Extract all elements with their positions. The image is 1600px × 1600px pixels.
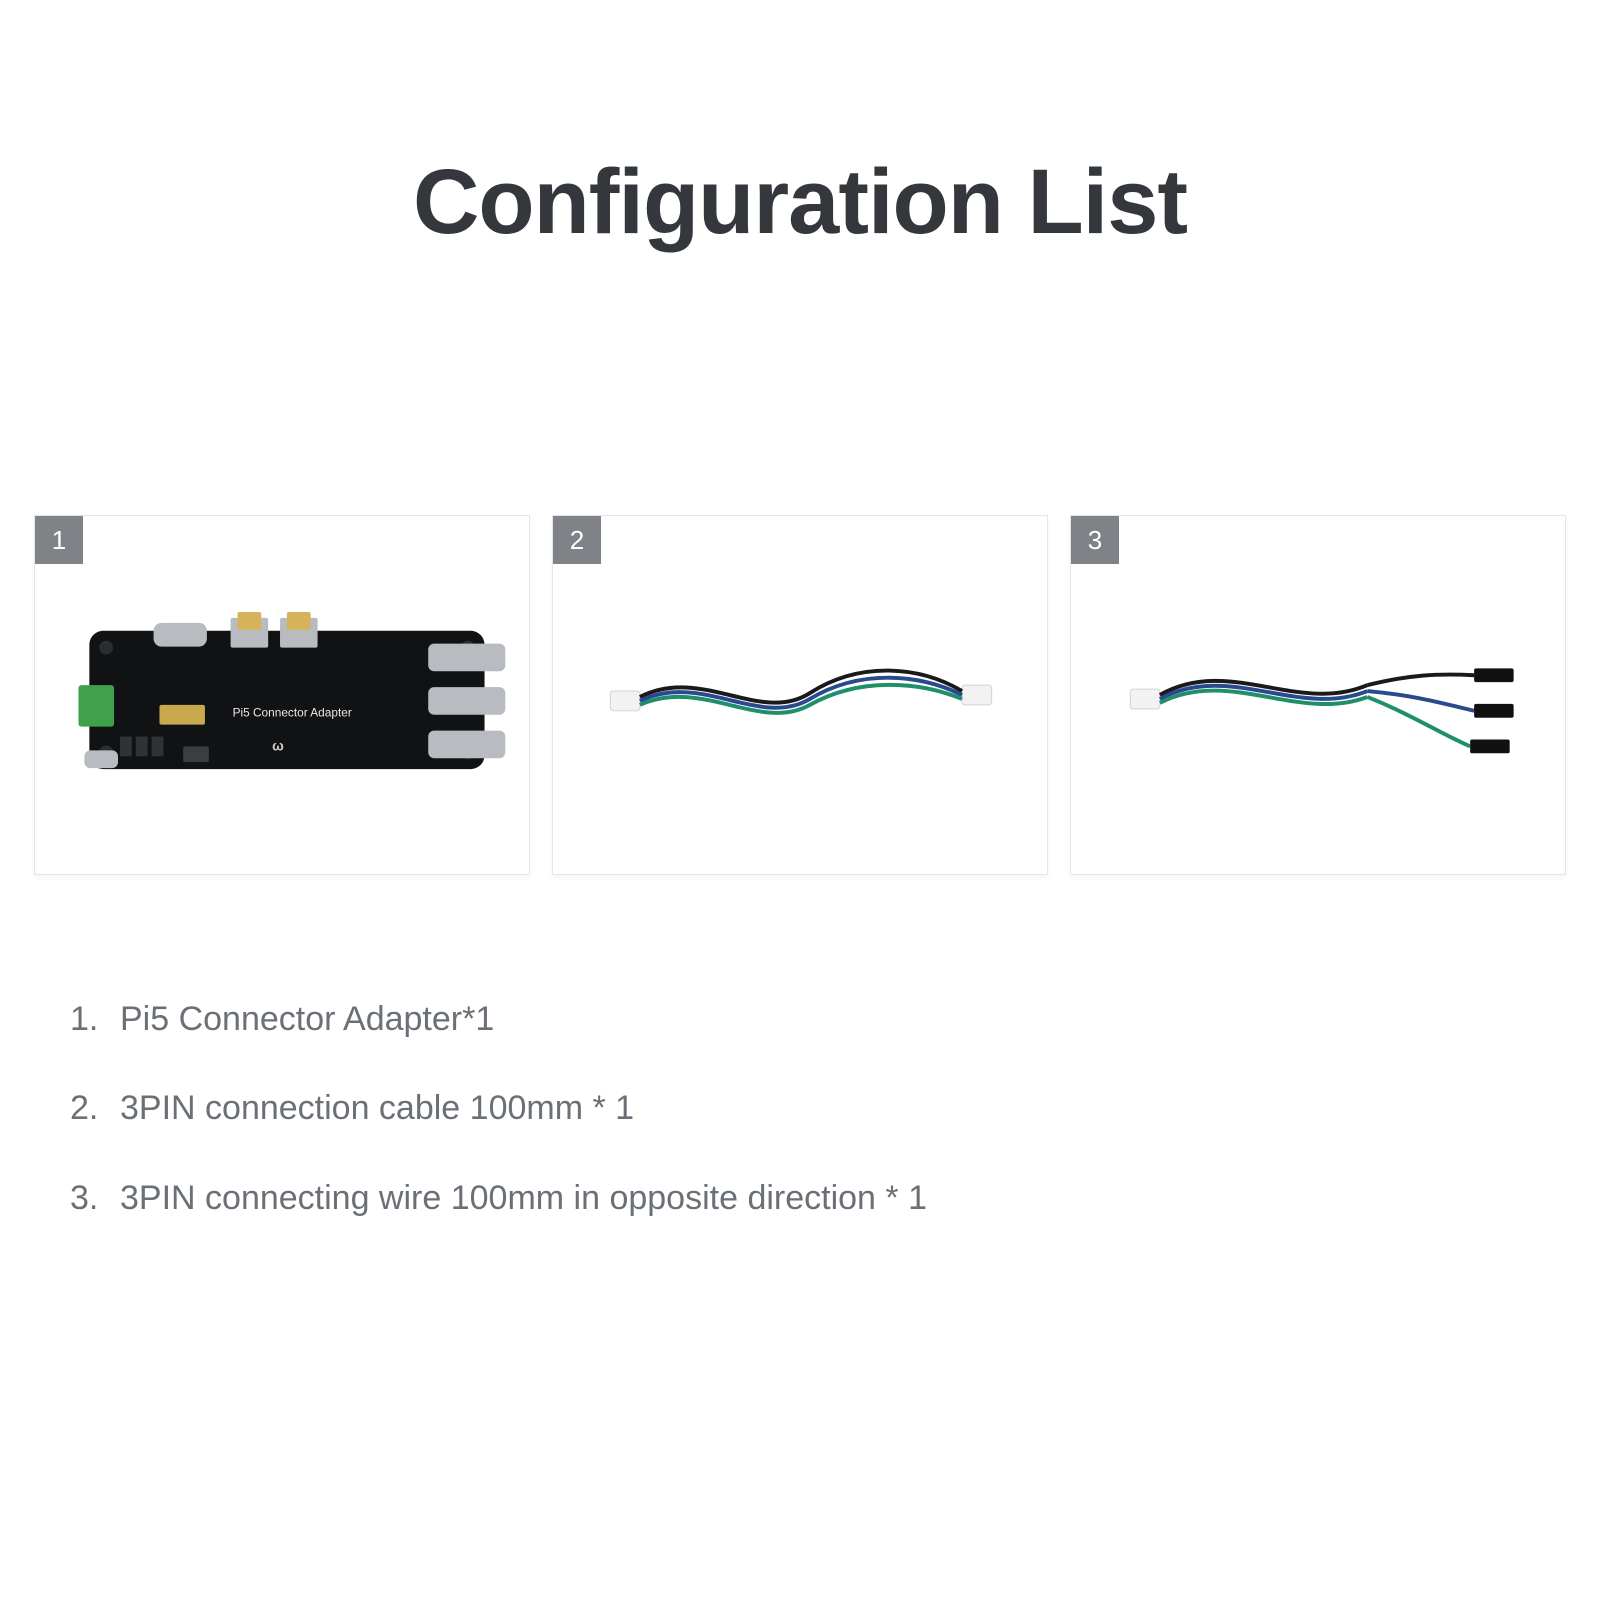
configuration-list-page: Configuration List <box>0 0 1600 1600</box>
thumb-badge-2: 2 <box>553 516 601 564</box>
page-title: Configuration List <box>30 150 1570 255</box>
svg-text:ω: ω <box>272 737 284 753</box>
thumb-pcb-adapter: Pi5 Connector Adapter ω <box>35 516 529 874</box>
thumbnail-row: Pi5 Connector Adapter ω 1 <box>30 515 1570 875</box>
pcb-label: Pi5 Connector Adapter <box>233 706 352 720</box>
thumb-badge-1: 1 <box>35 516 83 564</box>
list-item: Pi5 Connector Adapter*1 <box>70 995 1570 1044</box>
thumb-card-3: 3 <box>1070 515 1566 875</box>
thumb-card-1: Pi5 Connector Adapter ω 1 <box>34 515 530 875</box>
thumb-badge-3: 3 <box>1071 516 1119 564</box>
list-item: 3PIN connecting wire 100mm in opposite d… <box>70 1174 1570 1223</box>
config-list: Pi5 Connector Adapter*1 3PIN connection … <box>30 995 1570 1223</box>
list-item: 3PIN connection cable 100mm * 1 <box>70 1084 1570 1133</box>
thumb-cable-split <box>1071 516 1565 874</box>
thumb-card-2: 2 <box>552 515 1048 875</box>
thumb-cable-straight <box>553 516 1047 874</box>
